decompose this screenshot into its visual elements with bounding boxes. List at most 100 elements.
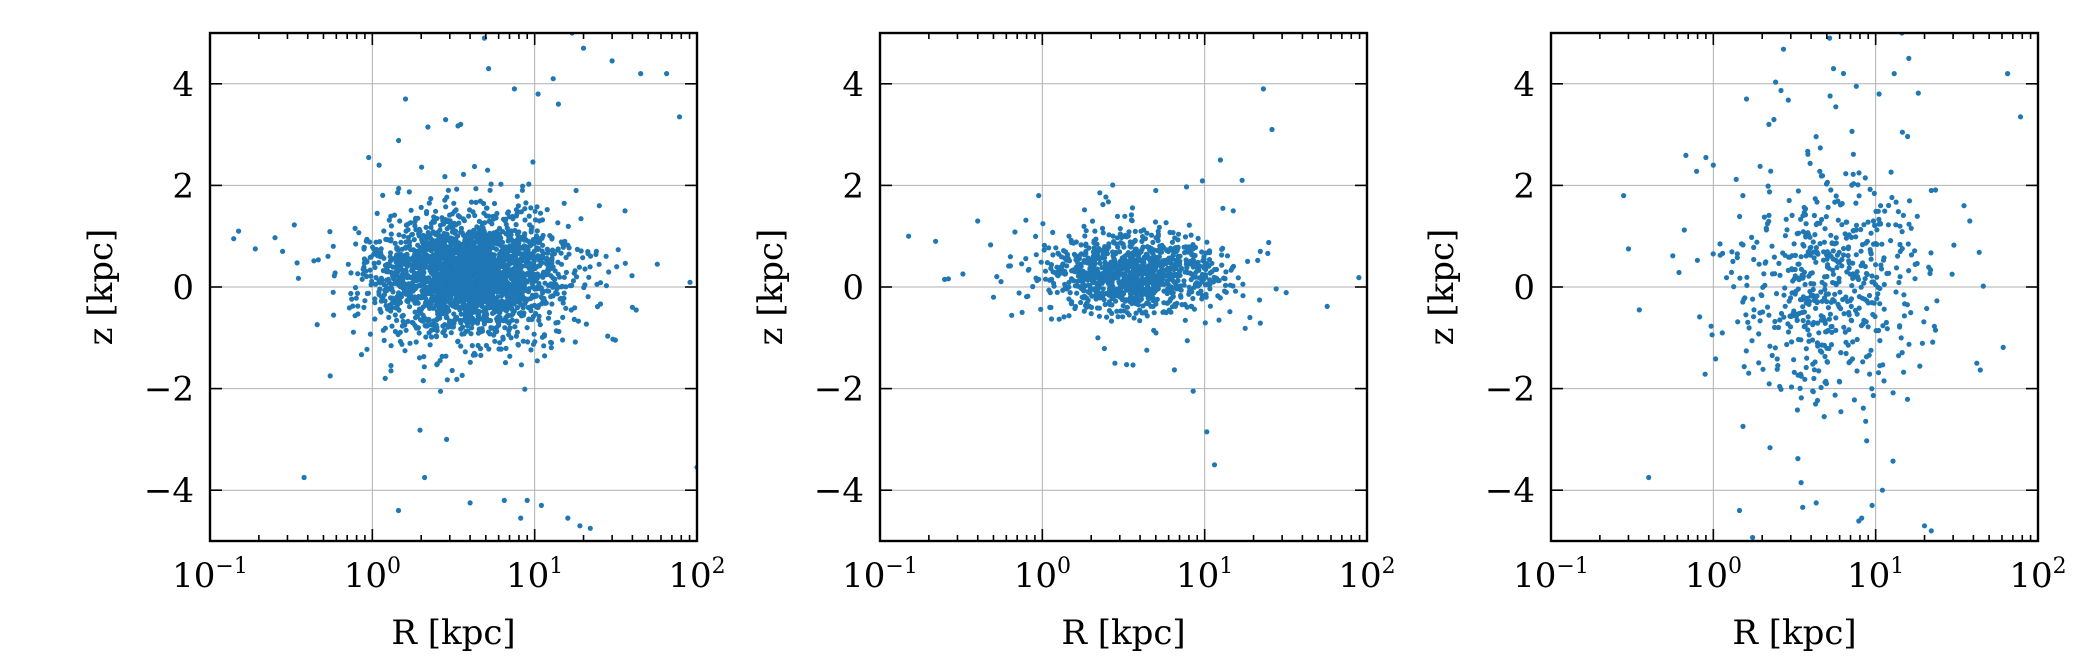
data-point: [622, 208, 628, 214]
x-tick-label: 102: [2009, 554, 2066, 596]
data-point: [1846, 258, 1852, 264]
data-point: [1828, 232, 1834, 238]
data-point: [410, 297, 416, 303]
data-point: [1852, 307, 1859, 313]
data-point: [448, 302, 454, 308]
data-point: [386, 217, 392, 223]
data-point: [492, 338, 498, 344]
data-point: [471, 163, 478, 170]
data-point: [483, 213, 489, 219]
data-point: [1066, 279, 1072, 285]
data-point: [1129, 261, 1135, 267]
data-point: [1154, 286, 1160, 292]
data-point: [1056, 316, 1062, 322]
data-point: [418, 310, 424, 316]
data-point: [468, 318, 474, 324]
data-point: [1912, 248, 1918, 254]
data-point: [1054, 289, 1060, 295]
data-point: [500, 282, 506, 288]
data-point: [1102, 301, 1108, 308]
y-tick-label: 0: [1513, 268, 1535, 308]
data-point: [1087, 285, 1093, 291]
data-point: [1115, 274, 1121, 280]
data-point: [586, 274, 592, 280]
data-point: [381, 337, 387, 343]
data-point: [1082, 233, 1088, 239]
data-point: [1145, 263, 1151, 269]
data-point: [426, 200, 432, 206]
data-point: [1854, 336, 1860, 343]
data-point: [1743, 312, 1749, 318]
data-point: [1800, 241, 1806, 248]
data-point: [1097, 278, 1103, 284]
data-point: [1835, 217, 1841, 223]
data-point: [1833, 315, 1839, 321]
data-point: [467, 297, 473, 304]
data-point: [1805, 319, 1811, 325]
data-point: [448, 330, 454, 336]
data-point: [1202, 320, 1208, 326]
data-point: [1204, 239, 1210, 245]
data-point: [1824, 359, 1831, 365]
data-point: [538, 285, 544, 291]
data-point: [1853, 83, 1859, 89]
data-point: [534, 228, 540, 234]
data-point: [1125, 233, 1131, 239]
data-point: [330, 243, 336, 249]
data-point: [1086, 270, 1092, 276]
data-point: [1816, 368, 1822, 374]
data-point: [1777, 383, 1783, 390]
data-point: [1772, 324, 1778, 330]
data-point: [1130, 362, 1136, 368]
data-point: [1038, 306, 1044, 312]
y-tick-label: −2: [1485, 370, 1535, 410]
data-point: [465, 269, 472, 275]
data-point: [1751, 244, 1757, 250]
data-point: [596, 261, 602, 267]
data-point: [1786, 197, 1792, 204]
data-point: [1878, 203, 1884, 209]
data-point: [1928, 267, 1934, 273]
data-point: [1805, 148, 1811, 154]
data-point: [1825, 253, 1832, 259]
data-point: [449, 289, 455, 295]
data-point: [1741, 364, 1747, 370]
data-point: [1767, 445, 1773, 451]
data-point: [396, 282, 402, 288]
data-point: [1134, 281, 1140, 287]
data-point: [1115, 244, 1121, 250]
data-point: [426, 291, 432, 297]
data-point: [1924, 305, 1930, 312]
data-point: [1796, 261, 1802, 267]
data-point: [1883, 319, 1889, 326]
data-point: [1173, 272, 1179, 278]
data-point: [513, 222, 519, 228]
data-point: [1081, 295, 1087, 301]
data-point: [1106, 289, 1112, 295]
data-point: [490, 255, 496, 261]
data-point: [994, 274, 1000, 280]
data-point: [1168, 309, 1174, 315]
data-point: [1773, 79, 1779, 85]
data-point: [402, 348, 408, 354]
data-point: [458, 121, 464, 127]
data-point: [1836, 279, 1842, 285]
data-point: [439, 353, 445, 359]
data-point: [388, 231, 394, 237]
data-point: [633, 307, 639, 313]
data-point: [1085, 289, 1091, 295]
data-point: [1703, 154, 1709, 161]
data-point: [314, 322, 320, 328]
data-point: [378, 246, 384, 252]
data-point: [1908, 310, 1914, 316]
data-point: [412, 223, 418, 229]
data-point: [498, 275, 504, 281]
data-point: [1141, 260, 1147, 266]
data-point: [1073, 253, 1079, 259]
data-point: [603, 283, 610, 289]
data-point: [538, 502, 545, 508]
data-point: [529, 267, 535, 273]
data-point: [1207, 303, 1213, 309]
data-point: [437, 258, 443, 264]
data-point: [369, 278, 375, 284]
